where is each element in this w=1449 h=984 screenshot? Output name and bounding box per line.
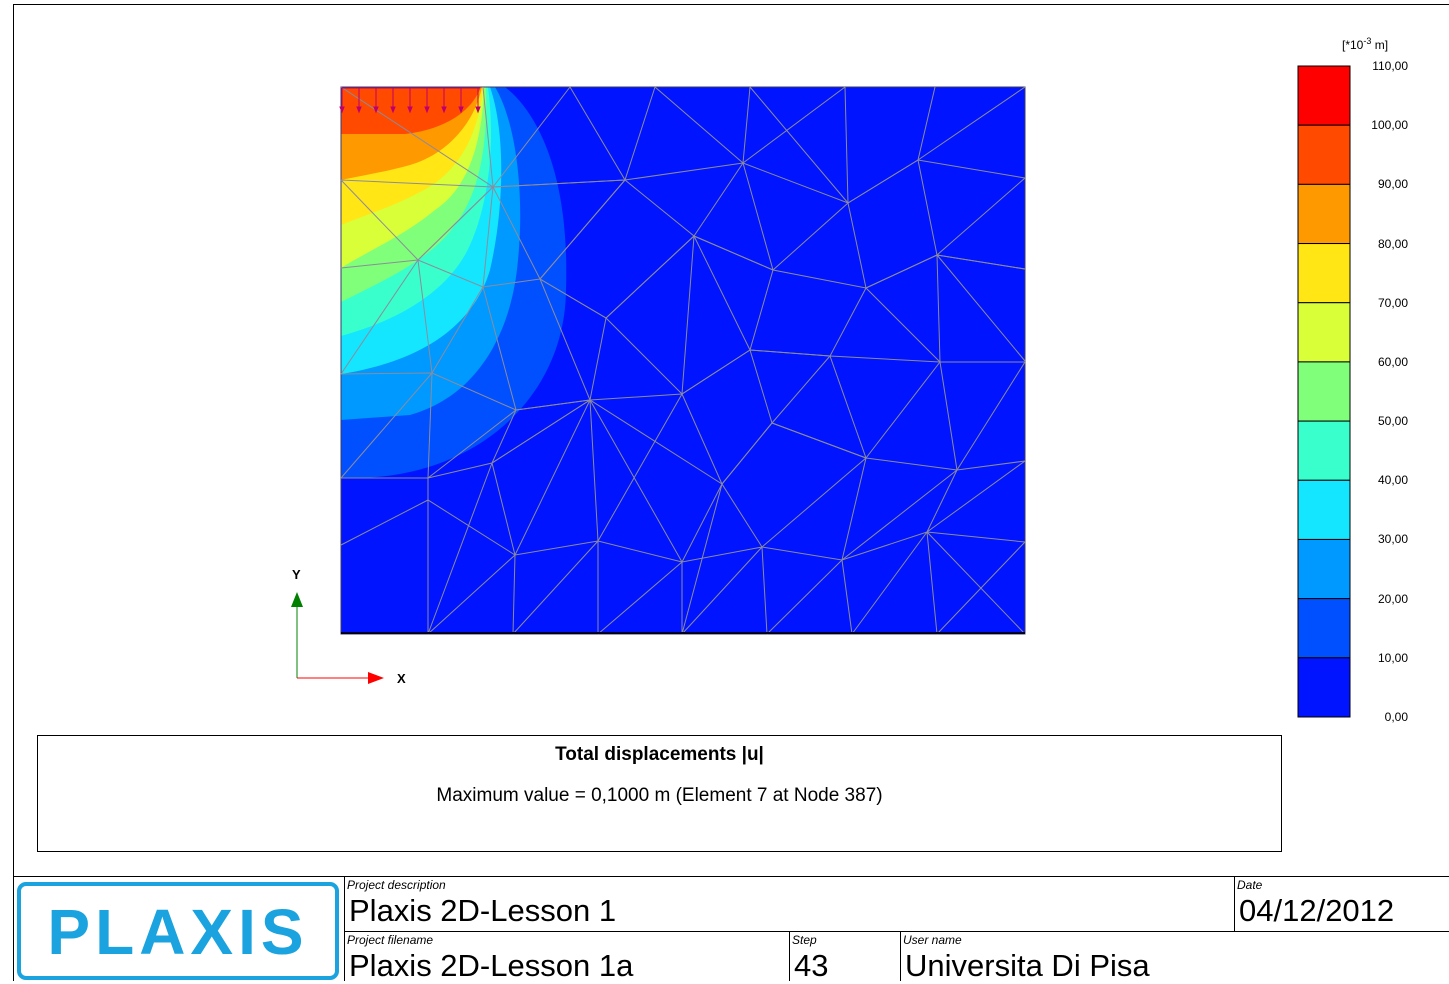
date-value: 04/12/2012	[1239, 893, 1395, 928]
legend-unit-prefix: [*10	[1342, 38, 1364, 52]
y-axis-label: Y	[292, 567, 301, 582]
legend-color-band	[1297, 598, 1351, 659]
legend-tick-label: 80,00	[1377, 236, 1408, 251]
date-cell: Date 04/12/2012	[1234, 877, 1449, 931]
load-arrow-head-icon	[373, 106, 379, 114]
axis-indicator	[291, 592, 384, 684]
load-arrow-head-icon	[356, 106, 362, 114]
maximum-value-text: Maximum value = 0,1000 m (Element 7 at N…	[436, 785, 883, 806]
legend-unit-suffix: m]	[1371, 38, 1389, 52]
project-filename-label: Project filename	[347, 933, 434, 947]
legend-color-band	[1297, 657, 1351, 718]
date-label: Date	[1237, 878, 1263, 892]
title-block-divider	[344, 931, 1449, 932]
legend-color-band	[1297, 124, 1351, 185]
legend-unit-exponent: -3	[1363, 36, 1372, 46]
project-description-cell: Project description Plaxis 2D-Lesson 1	[344, 877, 1234, 931]
distributed-load	[339, 87, 481, 114]
x-axis-label: X	[397, 671, 406, 686]
title-block	[13, 876, 1449, 981]
logo-text: PLAXIS	[47, 896, 309, 968]
legend-tick-label: 110,00	[1372, 59, 1408, 73]
legend-tick-label: 10,00	[1377, 650, 1408, 665]
legend-color-band	[1297, 479, 1351, 540]
legend-color-band	[1297, 183, 1351, 245]
plaxis-logo: PLAXIS	[17, 882, 339, 980]
legend-color-band	[1297, 420, 1351, 481]
legend-color-band	[1297, 65, 1351, 126]
legend-color-band	[1297, 361, 1351, 422]
project-filename-value: Plaxis 2D-Lesson 1a	[349, 948, 634, 983]
load-arrow-head-icon	[407, 106, 413, 114]
user-name-value: Universita Di Pisa	[905, 948, 1150, 983]
legend-tick-label: 40,00	[1377, 473, 1408, 488]
legend-color-band	[1297, 243, 1351, 304]
legend-tick-label: 60,00	[1377, 354, 1408, 369]
load-arrow-head-icon	[458, 106, 464, 114]
step-label: Step	[792, 933, 817, 947]
x-axis-arrow-icon	[368, 672, 384, 684]
legend-tick-label: 20,00	[1377, 591, 1408, 606]
user-name-cell: User name Universita Di Pisa	[900, 932, 1449, 983]
project-description-label: Project description	[347, 878, 446, 892]
legend-tick-label: 0,00	[1384, 710, 1408, 724]
legend-tick-label: 70,00	[1377, 295, 1408, 310]
step-value: 43	[794, 948, 829, 983]
legend-tick-label: 100,00	[1371, 118, 1408, 133]
load-arrow-head-icon	[441, 106, 447, 114]
contour-plot	[341, 87, 1025, 634]
result-info-box: Total displacements |u| Maximum value = …	[37, 735, 1282, 852]
load-arrow-head-icon	[424, 106, 430, 114]
legend-tick-label: 30,00	[1377, 532, 1408, 547]
legend-color-band	[1297, 302, 1351, 363]
finite-element-mesh	[340, 86, 1026, 635]
legend-colorbar	[1297, 65, 1351, 718]
project-description-value: Plaxis 2D-Lesson 1	[349, 893, 617, 928]
step-cell: Step 43	[789, 932, 900, 983]
drawing-frame	[13, 4, 1449, 981]
legend-tick-label: 50,00	[1377, 414, 1408, 429]
legend-unit: [*10-3 m]	[1342, 36, 1388, 52]
load-arrow-head-icon	[339, 106, 345, 114]
user-name-label: User name	[903, 933, 962, 947]
legend-color-band	[1297, 538, 1351, 600]
legend-tick-label: 90,00	[1377, 177, 1408, 192]
load-arrow-head-icon	[475, 106, 481, 114]
y-axis-arrow-icon	[291, 592, 303, 607]
result-title: Total displacements |u|	[555, 744, 764, 765]
load-arrow-head-icon	[390, 106, 396, 114]
project-filename-cell: Project filename Plaxis 2D-Lesson 1a	[344, 932, 789, 983]
